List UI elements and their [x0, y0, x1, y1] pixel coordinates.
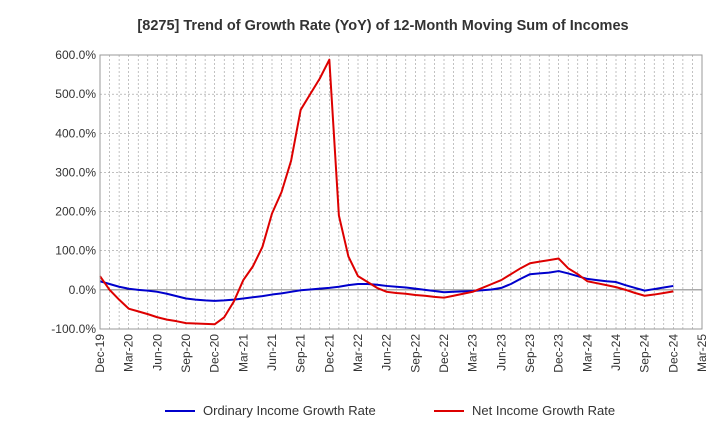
- x-tick-label: Jun-21: [265, 334, 279, 371]
- grid: [99, 54, 703, 330]
- x-tick-label: Dec-23: [552, 334, 566, 373]
- x-tick-label: Mar-25: [695, 334, 709, 372]
- x-axis-tick-labels: Dec-19 Mar-20 Jun-20 Sep-20 Dec-20 Mar-21 Jun-…: [93, 334, 709, 373]
- x-tick-label: Mar-20: [122, 334, 136, 372]
- x-tick-label: Sep-24: [638, 334, 652, 373]
- y-tick-label: 500.0%: [55, 87, 96, 101]
- y-tick-label: 400.0%: [55, 126, 96, 140]
- y-tick-label: 600.0%: [55, 48, 96, 62]
- series-line: [99, 270, 674, 302]
- legend-label: Net Income Growth Rate: [472, 403, 615, 418]
- x-tick-label: Jun-22: [380, 334, 394, 371]
- y-tick-label: 0.0%: [69, 283, 97, 297]
- x-tick-label: Dec-21: [322, 334, 336, 373]
- series-lines: [99, 58, 674, 326]
- y-tick-label: 200.0%: [55, 205, 96, 219]
- x-tick-label: Sep-23: [523, 334, 537, 373]
- x-tick-label: Mar-23: [466, 334, 480, 372]
- x-tick-label: Mar-22: [351, 334, 365, 372]
- x-tick-label: Jun-23: [494, 334, 508, 371]
- x-tick-label: Dec-19: [93, 334, 107, 373]
- chart-title: [8275] Trend of Growth Rate (YoY) of 12-…: [137, 18, 628, 34]
- legend: Ordinary Income Growth Rate Net Income Gr…: [165, 403, 615, 418]
- x-tick-label: Dec-22: [437, 334, 451, 373]
- y-tick-label: 100.0%: [55, 244, 96, 258]
- x-tick-label: Jun-20: [150, 334, 164, 371]
- x-tick-label: Dec-24: [666, 334, 680, 373]
- x-tick-label: Sep-22: [408, 334, 422, 373]
- x-tick-label: Jun-24: [609, 334, 623, 371]
- plot-area-border: [99, 54, 703, 330]
- y-axis-tick-labels: -100.0% 0.0% 100.0% 200.0% 300.0% 400.0% 500.0…: [51, 48, 96, 336]
- x-tick-label: Sep-21: [294, 334, 308, 373]
- series-line: [99, 58, 674, 326]
- x-tick-label: Sep-20: [179, 334, 193, 373]
- x-tick-label: Dec-20: [208, 334, 222, 373]
- legend-label: Ordinary Income Growth Rate: [203, 403, 376, 418]
- x-tick-label: Mar-24: [580, 334, 594, 372]
- x-tick-label: Mar-21: [236, 334, 250, 372]
- y-tick-label: -100.0%: [51, 322, 96, 336]
- y-tick-label: 300.0%: [55, 165, 96, 179]
